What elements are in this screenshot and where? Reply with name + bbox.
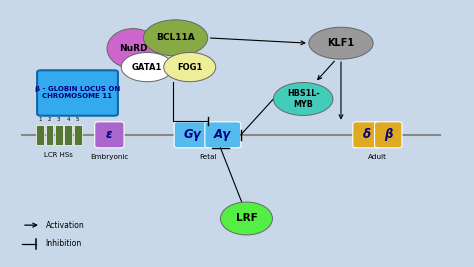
Text: KLF1: KLF1 <box>328 38 355 48</box>
FancyBboxPatch shape <box>205 122 241 148</box>
Text: Adult: Adult <box>368 154 387 160</box>
Text: Gγ: Gγ <box>183 128 201 141</box>
Text: FOG1: FOG1 <box>177 62 202 72</box>
Ellipse shape <box>121 53 173 82</box>
FancyBboxPatch shape <box>95 122 124 148</box>
Text: Activation: Activation <box>46 221 84 230</box>
Ellipse shape <box>164 53 216 82</box>
Text: 2: 2 <box>47 117 51 122</box>
Text: β: β <box>384 128 392 141</box>
Text: LCR HSs: LCR HSs <box>45 152 73 158</box>
Text: BCL11A: BCL11A <box>156 33 195 42</box>
Text: Embryonic: Embryonic <box>90 154 128 160</box>
Text: NuRD: NuRD <box>119 44 147 53</box>
Text: δ: δ <box>363 128 371 141</box>
Text: ε: ε <box>106 128 113 141</box>
Text: 4: 4 <box>66 117 70 122</box>
FancyBboxPatch shape <box>353 122 380 148</box>
FancyBboxPatch shape <box>46 125 53 145</box>
Ellipse shape <box>220 202 273 235</box>
FancyBboxPatch shape <box>37 70 118 116</box>
Text: HBS1L-
MYB: HBS1L- MYB <box>287 89 319 109</box>
FancyBboxPatch shape <box>374 122 402 148</box>
Ellipse shape <box>309 27 373 59</box>
FancyBboxPatch shape <box>55 125 63 145</box>
Text: β - GLOBIN LOCUS ON
CHROMOSOME 11: β - GLOBIN LOCUS ON CHROMOSOME 11 <box>35 87 120 100</box>
Ellipse shape <box>273 83 333 115</box>
Ellipse shape <box>144 20 208 56</box>
Text: Fetal: Fetal <box>199 154 217 160</box>
Text: Inhibition: Inhibition <box>46 239 82 248</box>
Text: 5: 5 <box>76 117 80 122</box>
Text: 3: 3 <box>57 117 61 122</box>
FancyBboxPatch shape <box>36 125 44 145</box>
Text: LRF: LRF <box>236 214 257 223</box>
FancyBboxPatch shape <box>174 122 210 148</box>
FancyBboxPatch shape <box>64 125 72 145</box>
Text: Aγ: Aγ <box>214 128 231 141</box>
Text: 1: 1 <box>38 117 42 122</box>
Ellipse shape <box>107 29 159 68</box>
FancyBboxPatch shape <box>74 125 82 145</box>
Text: GATA1: GATA1 <box>132 62 163 72</box>
